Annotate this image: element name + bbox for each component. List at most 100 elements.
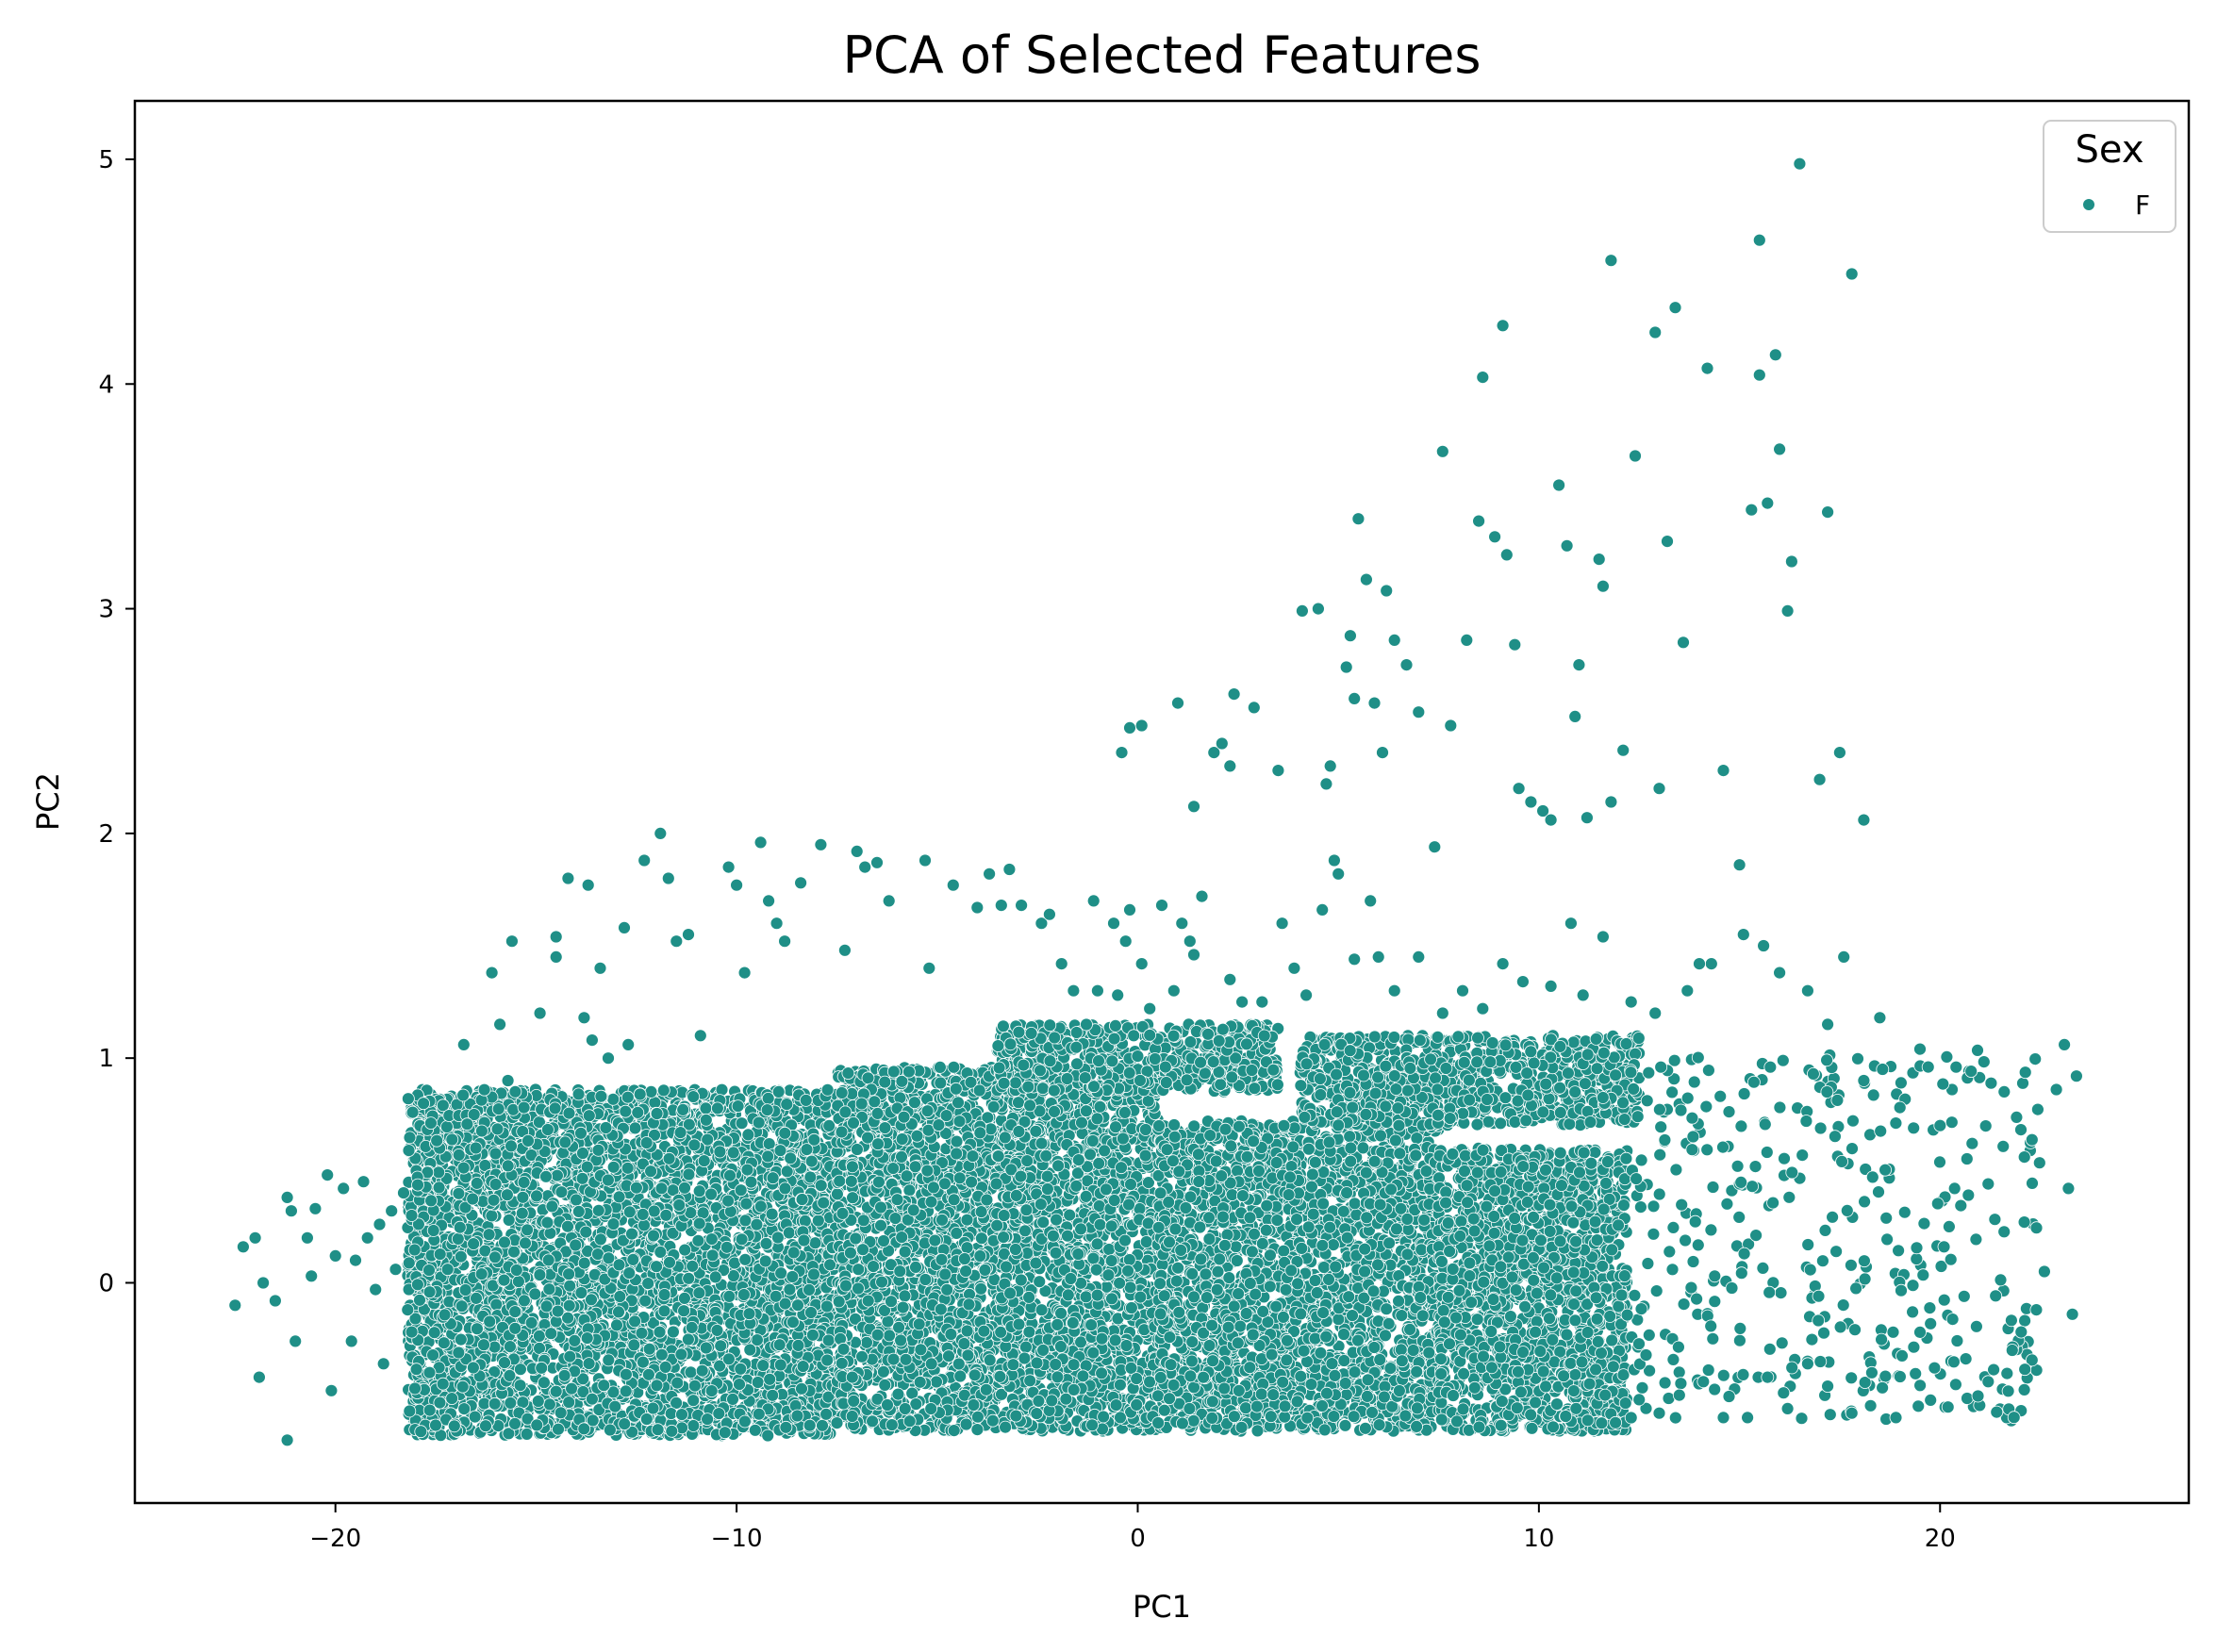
scatter-point <box>515 1206 529 1220</box>
scatter-point <box>606 1092 621 1106</box>
scatter-point <box>602 1173 615 1187</box>
scatter-point <box>562 1106 576 1120</box>
scatter-point <box>557 1368 571 1382</box>
scatter-point <box>674 1347 688 1362</box>
scatter-point <box>597 1379 611 1393</box>
scatter-point <box>413 1293 426 1307</box>
scatter-point <box>722 1290 737 1303</box>
scatter-point <box>429 1418 442 1432</box>
scatter-point <box>711 1101 724 1115</box>
scatter-point <box>452 1148 466 1162</box>
scatter-point <box>779 1420 793 1434</box>
scatter-point <box>591 1143 605 1157</box>
scatter-point <box>791 1339 805 1352</box>
scatter-point <box>715 1082 729 1097</box>
scatter-point <box>678 1243 692 1257</box>
scatter-point <box>797 1233 811 1247</box>
scatter-points <box>228 157 2083 1447</box>
scatter-point <box>456 1161 471 1175</box>
scatter-point <box>524 1316 538 1330</box>
scatter-point <box>602 1251 616 1265</box>
scatter-point <box>734 1362 748 1376</box>
scatter-point <box>783 1282 797 1297</box>
scatter-point <box>675 1408 688 1421</box>
scatter-point <box>502 1214 516 1227</box>
scatter-point <box>678 1292 691 1305</box>
scatter-point <box>799 1094 813 1107</box>
chart-title: PCA of Selected Features <box>842 25 1481 85</box>
scatter-point <box>571 1205 586 1218</box>
scatter-point <box>591 1203 605 1217</box>
scatter-point <box>452 1346 466 1360</box>
scatter-point <box>454 1332 468 1346</box>
scatter-point <box>470 1177 484 1190</box>
scatter-point <box>485 1209 499 1223</box>
scatter-point <box>766 1171 780 1185</box>
scatter-point <box>720 1240 734 1254</box>
scatter-point <box>427 1326 441 1340</box>
scatter-point <box>563 1279 577 1293</box>
scatter-point <box>512 1275 525 1288</box>
scatter-point <box>445 1392 459 1405</box>
scatter-point <box>497 1273 511 1287</box>
scatter-point <box>733 1378 746 1391</box>
scatter-point <box>723 1168 737 1182</box>
scatter-point <box>531 1395 545 1408</box>
scatter-point <box>488 1147 503 1161</box>
scatter-point <box>422 1365 437 1379</box>
scatter-point <box>687 1394 701 1408</box>
scatter-point <box>599 1121 613 1134</box>
scatter-point <box>477 1338 490 1352</box>
scatter-point <box>407 1243 422 1257</box>
scatter-point <box>561 1219 574 1233</box>
scatter-point <box>628 1121 642 1135</box>
scatter-point <box>712 1407 726 1420</box>
scatter-point <box>422 1264 436 1277</box>
scatter-point <box>765 1207 779 1221</box>
scatter-point <box>744 1175 758 1189</box>
scatter-point <box>619 1104 633 1118</box>
scatter-point <box>520 1428 534 1441</box>
scatter-point <box>521 1223 534 1237</box>
scatter-point <box>594 1089 608 1103</box>
scatter-point <box>439 1120 454 1133</box>
scatter-point <box>807 1267 820 1281</box>
scatter-point <box>734 1183 748 1198</box>
scatter-point <box>488 1340 502 1354</box>
scatter-point <box>563 1349 577 1363</box>
scatter-point <box>621 1090 635 1104</box>
scatter-point <box>432 1181 446 1195</box>
scatter-point <box>466 1361 480 1375</box>
scatter-point <box>761 1149 775 1164</box>
scatter-point <box>539 1169 553 1183</box>
scatter-point <box>516 1190 530 1204</box>
scatter-point <box>470 1322 484 1336</box>
scatter-point <box>488 1178 503 1191</box>
scatter-point <box>488 1250 502 1264</box>
scatter-point <box>676 1103 690 1116</box>
scatter-point <box>819 1407 833 1421</box>
scatter-point <box>737 1288 751 1301</box>
scatter-point <box>659 1208 673 1222</box>
scatter-point <box>422 1285 437 1299</box>
scatter-point <box>460 1117 474 1132</box>
scatter-point <box>743 1343 757 1357</box>
scatter-point <box>682 1271 696 1285</box>
scatter-point <box>773 1144 787 1158</box>
scatter-point <box>731 1099 745 1113</box>
scatter-point <box>773 1358 787 1372</box>
scatter-point <box>423 1116 438 1130</box>
scatter-point <box>612 1258 626 1272</box>
scatter-point <box>606 1217 621 1231</box>
scatter-point <box>541 1123 554 1136</box>
scatter-point <box>626 1253 640 1266</box>
scatter-point <box>740 1163 754 1177</box>
scatter-point <box>641 1277 655 1290</box>
scatter-point <box>722 1352 736 1366</box>
scatter-point <box>820 1299 834 1313</box>
scatter-point <box>408 1381 422 1396</box>
scatter-point <box>654 1246 668 1259</box>
scatter-point <box>574 1126 588 1140</box>
scatter-point <box>571 1087 586 1101</box>
scatter-point <box>540 1215 554 1230</box>
